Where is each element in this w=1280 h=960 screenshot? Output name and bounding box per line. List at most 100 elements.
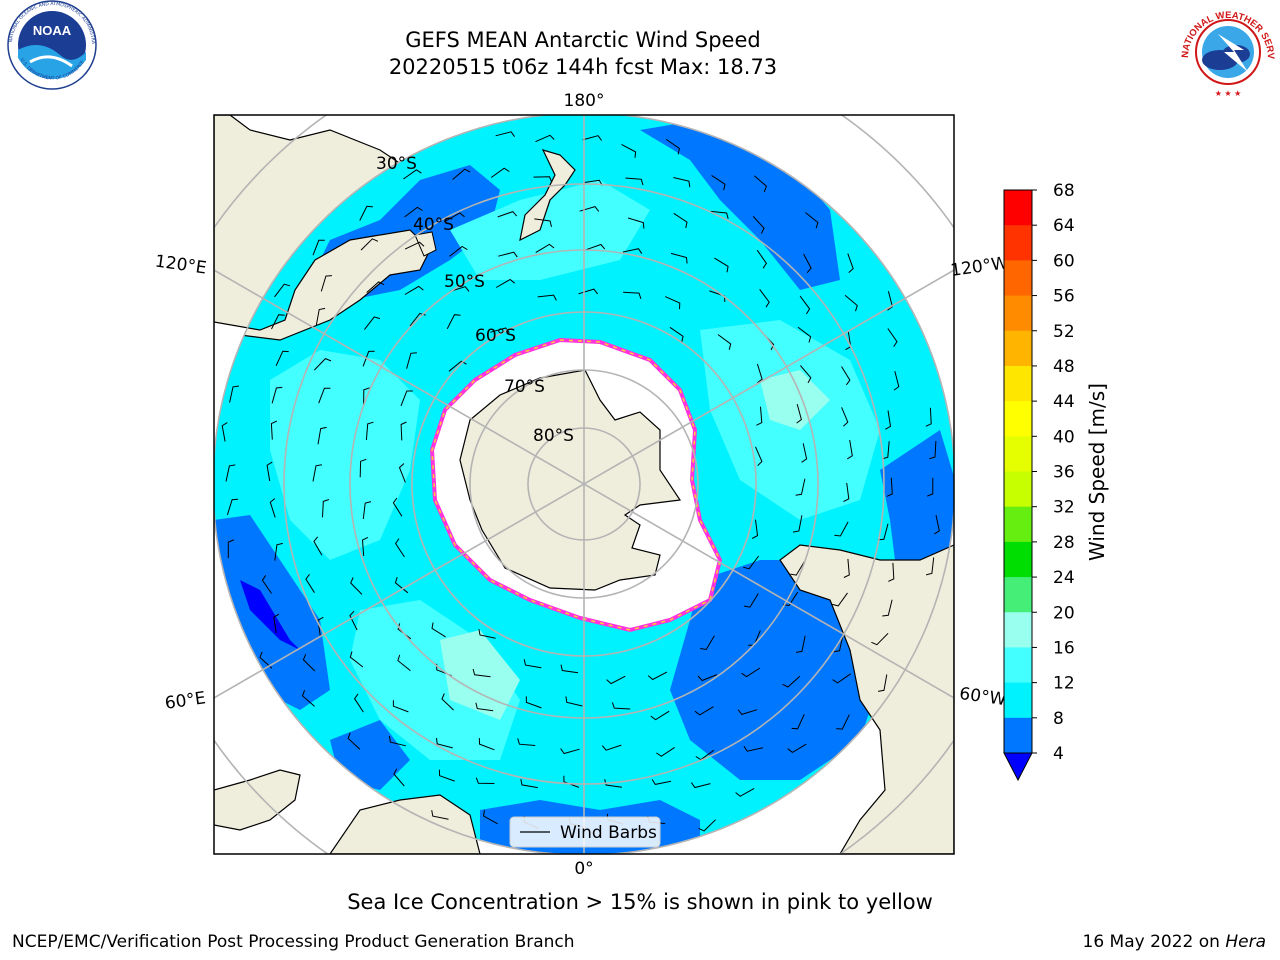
svg-text:★ ★ ★: ★ ★ ★ — [1215, 89, 1242, 98]
wind-barb — [925, 407, 932, 427]
wind-barb — [834, 521, 849, 537]
wind-barb — [535, 134, 555, 143]
wind-barb — [795, 478, 806, 496]
wind-barb — [404, 206, 423, 218]
wind-barb — [322, 499, 330, 518]
wind-barb — [394, 538, 405, 558]
colorbar-title: Wind Speed [m/s] — [1085, 383, 1109, 561]
wind-barb — [533, 176, 553, 183]
wind-barb — [673, 177, 691, 188]
wind-barb — [700, 635, 715, 651]
colorbar-tick-label: 32 — [1053, 498, 1075, 518]
wind-barb — [404, 285, 424, 295]
wind-barb — [273, 613, 280, 634]
wind-barb — [805, 212, 819, 229]
wind-barb — [397, 654, 411, 671]
wind-barb — [438, 769, 455, 782]
wind-barb — [796, 403, 802, 424]
wind-barb — [787, 743, 807, 754]
nws-logo-icon: NATIONAL WEATHER SERVICE ★ ★ ★ — [1176, 0, 1276, 98]
wind-barb — [275, 350, 289, 367]
colorbar-tick-label: 36 — [1053, 463, 1075, 483]
svg-text:40°S: 40°S — [413, 215, 454, 235]
wind-barb — [227, 539, 235, 559]
wind-barb — [403, 169, 422, 180]
latitude-labels: 30°S 40°S 50°S 60°S 70°S 80°S — [376, 154, 574, 446]
svg-text:80°S: 80°S — [533, 426, 574, 446]
wind-barb — [625, 177, 644, 186]
wind-barb — [887, 328, 898, 347]
wind-barb — [261, 575, 272, 594]
wind-barb — [803, 253, 812, 274]
colorbar-tick-label: 68 — [1053, 181, 1075, 201]
wind-barb — [656, 746, 675, 757]
wind-barb — [225, 464, 236, 482]
wind-barb-legend: Wind Barbs — [509, 816, 661, 848]
sea-ice-note: Sea Ice Concentration > 15% is shown in … — [347, 890, 933, 914]
wind-barb — [563, 775, 580, 788]
credit-date: 16 May 2022 on Hera — [1082, 932, 1267, 952]
colorbar-bin — [1004, 295, 1032, 332]
wind-barb — [449, 245, 468, 257]
svg-text:NOAA: NOAA — [33, 23, 72, 38]
wind-barb — [441, 693, 454, 711]
wind-barb — [365, 421, 374, 440]
svg-text:120°E: 120°E — [154, 252, 208, 279]
wind-barb — [472, 668, 491, 678]
wind-barb — [274, 283, 291, 298]
wind-barb — [664, 296, 681, 310]
wind-barb — [844, 294, 858, 312]
wind-barb — [364, 316, 381, 330]
wind-barb — [627, 217, 645, 229]
wind-barb — [560, 664, 579, 674]
svg-text:70°S: 70°S — [504, 377, 545, 397]
wind-barb — [363, 387, 370, 406]
noaa-logo-icon: NOAA NATIONAL OCEANIC AND ATMOSPHERIC AD… — [0, 0, 97, 90]
wind-barb — [362, 350, 375, 367]
antarctica — [459, 369, 682, 591]
wind-barb — [347, 732, 361, 750]
wind-barb — [497, 211, 518, 218]
colorbar-tick-label: 44 — [1053, 392, 1075, 412]
wind-barb — [452, 168, 471, 180]
wind-barb — [647, 671, 668, 681]
colorbar-tick-label: 40 — [1053, 427, 1075, 447]
wind-barb — [350, 577, 363, 595]
wind-barb — [318, 387, 331, 404]
credit-machine: Hera — [1225, 932, 1266, 952]
colorbar-bin — [1004, 717, 1032, 754]
wind-barb — [756, 406, 763, 426]
wind-barb — [393, 768, 405, 787]
wind-barb — [449, 286, 470, 292]
wind-barb — [353, 693, 364, 713]
wind-barb — [710, 210, 729, 219]
wind-barb — [535, 243, 555, 254]
wind-barb — [621, 143, 637, 158]
wind-barb — [400, 390, 413, 407]
colorbar: 68 64 60 56 52 48 44 40 36 32 28 24 20 16 12 8 4 — [1003, 181, 1075, 782]
wind-barb — [797, 326, 812, 343]
wind-barb — [315, 307, 326, 326]
wind-barb — [622, 248, 643, 254]
wind-barb — [498, 251, 518, 258]
wind-barb — [670, 252, 688, 264]
wind-barb — [431, 622, 446, 638]
wind-barb — [604, 779, 622, 788]
wind-barb — [782, 675, 801, 688]
wind-barb — [650, 710, 670, 721]
wind-barb — [799, 295, 811, 315]
colorbar-bin — [1004, 365, 1032, 402]
wind-barb — [673, 212, 688, 229]
svg-text:120°W: 120°W — [949, 253, 1009, 281]
wind-barb — [229, 385, 239, 403]
wind-barb — [394, 576, 409, 594]
wind-barb — [801, 443, 808, 463]
colorbar-tick-label: 4 — [1053, 744, 1064, 764]
wind-barb — [226, 498, 239, 516]
colorbar-bin — [1004, 682, 1032, 719]
wind-barb — [317, 616, 324, 637]
chart-title: GEFS MEAN Antarctic Wind Speed — [405, 28, 761, 52]
wind-barb — [221, 422, 228, 442]
colorbar-bin — [1004, 506, 1032, 543]
